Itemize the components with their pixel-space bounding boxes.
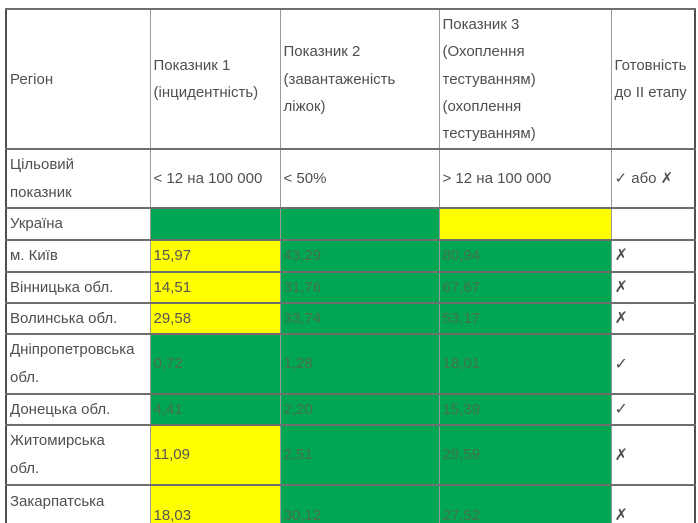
metric-cell: 43,29 xyxy=(279,239,440,274)
metric-cell: 31,76 xyxy=(279,271,440,305)
metric-cell: 53,17 xyxy=(438,302,612,336)
target-row-label: Цільовий показник xyxy=(5,148,151,210)
target-indicator3: > 12 на 100 000 xyxy=(438,148,612,210)
status-cell: ✗ xyxy=(610,271,696,305)
table-row-donetsk: Донецька обл. 4,41 2,20 15,39 ✓ xyxy=(5,393,696,427)
status-cell: ✓ xyxy=(610,393,696,427)
metric-cell: 27,52 xyxy=(438,484,612,523)
table-row-ukraine: Україна xyxy=(5,207,696,242)
table-row-kyiv: м. Київ 15,97 43,29 80,94 ✗ xyxy=(5,239,696,274)
readiness-table: Регіон Показник 1 (інцидентність) Показн… xyxy=(5,7,696,523)
region-name: Закарпатська обл. xyxy=(5,484,151,523)
column-header-readiness: Готовність до II етапу xyxy=(610,7,696,151)
header-row: Регіон Показник 1 (інцидентність) Показн… xyxy=(5,7,696,151)
status-cell: ✗ xyxy=(610,424,696,487)
column-header-indicator2: Показник 2 (завантаженість ліжок) xyxy=(279,7,440,151)
metric-cell: 2,51 xyxy=(279,424,440,487)
column-header-region: Регіон xyxy=(5,7,151,151)
region-name: Донецька обл. xyxy=(5,393,151,427)
metric-cell: 2,20 xyxy=(279,393,440,427)
metric-cell: 80,94 xyxy=(438,239,612,274)
metric-cell: 29,59 xyxy=(438,424,612,487)
region-name: Вінницька обл. xyxy=(5,271,151,305)
metric-cell: 29,58 xyxy=(149,302,281,336)
metric-cell: 15,97 xyxy=(149,239,281,274)
metric-cell: 18,01 xyxy=(438,333,612,396)
region-name: Волинська обл. xyxy=(5,302,151,336)
table-row-vinnytsia: Вінницька обл. 14,51 31,76 67,67 ✗ xyxy=(5,271,696,305)
target-indicator1: < 12 на 100 000 xyxy=(149,148,281,210)
status-cell: ✓ xyxy=(610,333,696,396)
metric-cell: 30,12 xyxy=(279,484,440,523)
target-indicator2: < 50% xyxy=(279,148,440,210)
column-header-indicator3: Показник 3 (Охоплення тестуванням) (охоп… xyxy=(438,7,612,151)
region-name: Дніпропетровська обл. xyxy=(5,333,151,396)
metric-cell: 1,28 xyxy=(279,333,440,396)
region-name: м. Київ xyxy=(5,239,151,274)
metric-cell xyxy=(438,207,612,242)
metric-cell xyxy=(279,207,440,242)
metric-cell: 18,03 xyxy=(149,484,281,523)
target-row: Цільовий показник < 12 на 100 000 < 50% … xyxy=(5,148,696,210)
target-readiness: ✓ або ✗ xyxy=(610,148,696,210)
table-row-volyn: Волинська обл. 29,58 33,74 53,17 ✗ xyxy=(5,302,696,336)
table-row-zhytomyr: Житомирська обл. 11,09 2,51 29,59 ✗ xyxy=(5,424,696,487)
metric-cell: 33,74 xyxy=(279,302,440,336)
metric-cell: 0,72 xyxy=(149,333,281,396)
metric-cell: 15,39 xyxy=(438,393,612,427)
metric-cell: 14,51 xyxy=(149,271,281,305)
status-cell: ✗ xyxy=(610,239,696,274)
metric-cell: 67,67 xyxy=(438,271,612,305)
metric-cell: 11,09 xyxy=(149,424,281,487)
status-cell: ✗ xyxy=(610,484,696,523)
region-name: Україна xyxy=(5,207,151,242)
metric-cell: 4,41 xyxy=(149,393,281,427)
region-name: Житомирська обл. xyxy=(5,424,151,487)
status-cell: ✗ xyxy=(610,302,696,336)
table-row-zakarpattia: Закарпатська обл. 18,03 30,12 27,52 ✗ xyxy=(5,484,696,523)
table-body: Регіон Показник 1 (інцидентність) Показн… xyxy=(5,7,696,523)
column-header-indicator1: Показник 1 (інцидентність) xyxy=(149,7,281,151)
status-cell xyxy=(610,207,696,242)
table-row-dnipropetrovsk: Дніпропетровська обл. 0,72 1,28 18,01 ✓ xyxy=(5,333,696,396)
metric-cell xyxy=(149,207,281,242)
